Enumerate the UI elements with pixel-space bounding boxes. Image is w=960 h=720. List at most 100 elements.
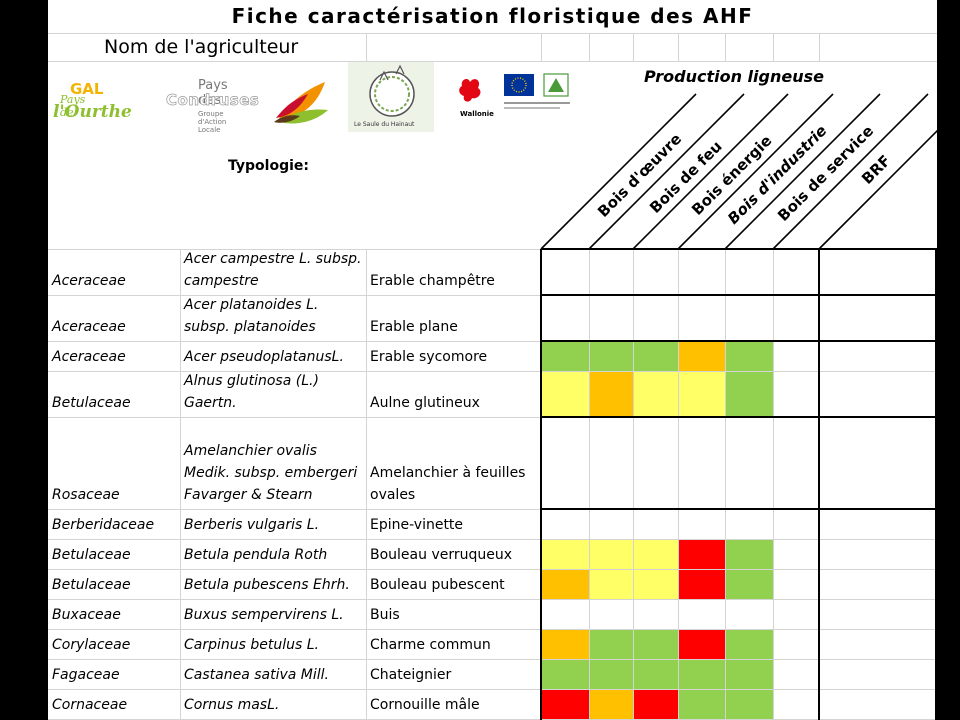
rating-cell-yellow[interactable] — [633, 569, 678, 599]
rating-cell-green[interactable] — [725, 629, 773, 659]
scientific-name-cell[interactable]: Betula pendula Roth — [180, 539, 366, 569]
family-name-cell[interactable]: Betulaceae — [48, 371, 180, 417]
rating-cell-green[interactable] — [541, 341, 589, 371]
rating-cell-yellow[interactable] — [589, 539, 633, 569]
scientific-name-cell[interactable]: Amelanchier ovalis Medik. subsp. emberge… — [180, 417, 366, 509]
rating-cell-green[interactable] — [725, 689, 773, 719]
family-name-cell[interactable]: Fagaceae — [48, 659, 180, 689]
common-name-cell[interactable]: Bouleau verruqueux — [366, 539, 541, 569]
rating-cell-yellow[interactable] — [541, 371, 589, 417]
rating-cell-yellow[interactable] — [633, 371, 678, 417]
common-name-cell[interactable]: Amelanchier à feuilles ovales — [366, 417, 541, 509]
saule-logo-text: Le Saule du Hainaut — [354, 121, 415, 128]
scientific-name-cell[interactable]: Acer campestre L. subsp. campestre — [180, 249, 366, 295]
rating-cell-green[interactable] — [725, 569, 773, 599]
rating-cell-green[interactable] — [725, 659, 773, 689]
common-name-cell[interactable]: Aulne glutineux — [366, 371, 541, 417]
rating-cell-green[interactable] — [725, 371, 773, 417]
rating-cell-green[interactable] — [633, 341, 678, 371]
rating-cell-green[interactable] — [725, 539, 773, 569]
rating-cell-red[interactable] — [678, 629, 725, 659]
family-name-cell[interactable]: Berberidaceae — [48, 509, 180, 539]
grid-line — [773, 249, 774, 720]
rating-cell-orange[interactable] — [678, 341, 725, 371]
rating-cell-red[interactable] — [541, 689, 589, 719]
rating-cell-orange[interactable] — [589, 689, 633, 719]
rating-cell-red[interactable] — [678, 539, 725, 569]
header-diagonal-line — [724, 93, 881, 250]
table-row: Aceraceae Acer platanoides L. subsp. plat… — [48, 295, 937, 341]
rating-cell-orange[interactable] — [541, 629, 589, 659]
scientific-name: Betula pendula Roth — [184, 547, 328, 563]
scientific-name-cell[interactable]: Castanea sativa Mill. — [180, 659, 366, 689]
family-name-cell[interactable]: Betulaceae — [48, 539, 180, 569]
common-name-cell[interactable]: Buis — [366, 599, 541, 629]
rating-cell-green[interactable] — [589, 629, 633, 659]
family-name-cell[interactable]: Aceraceae — [48, 341, 180, 371]
scientific-name-cell[interactable]: Carpinus betulus L. — [180, 629, 366, 659]
common-name-cell[interactable]: Charme commun — [366, 629, 541, 659]
grid-line — [589, 33, 590, 62]
common-name: Erable sycomore — [370, 349, 488, 365]
family-name-cell[interactable]: Aceraceae — [48, 295, 180, 341]
common-name-cell[interactable]: Erable sycomore — [366, 341, 541, 371]
family-name: Betulaceae — [52, 395, 131, 411]
common-name: Epine-vinette — [370, 517, 464, 533]
rating-cell-orange[interactable] — [589, 371, 633, 417]
scientific-name-cell[interactable]: Cornus masL. — [180, 689, 366, 719]
rating-cell-green[interactable] — [633, 659, 678, 689]
grid-line — [48, 689, 541, 690]
common-name-cell[interactable]: Epine-vinette — [366, 509, 541, 539]
common-name-cell[interactable]: Bouleau pubescent — [366, 569, 541, 599]
common-name-cell[interactable]: Cornouille mâle — [366, 689, 541, 719]
scientific-name-cell[interactable]: Buxus sempervirens L. — [180, 599, 366, 629]
grid-line — [678, 33, 679, 62]
rating-cell-yellow[interactable] — [589, 569, 633, 599]
family-name-cell[interactable]: Cornaceae — [48, 689, 180, 719]
wallonie-eu-logo: Wallonie — [459, 73, 570, 118]
rating-cell-orange[interactable] — [541, 569, 589, 599]
rating-cell-red[interactable] — [633, 689, 678, 719]
rating-cell-green[interactable] — [678, 659, 725, 689]
rating-cell-green[interactable] — [541, 659, 589, 689]
rating-cell-green[interactable] — [678, 689, 725, 719]
grid-line — [541, 508, 937, 510]
grid-line — [48, 371, 541, 372]
grid-line — [180, 249, 181, 720]
rating-cell-green[interactable] — [589, 341, 633, 371]
family-name: Aceraceae — [52, 319, 126, 335]
rating-cell-yellow[interactable] — [678, 371, 725, 417]
grid-line — [48, 659, 541, 660]
scientific-name-cell[interactable]: Alnus glutinosa (L.) Gaertn. — [180, 371, 366, 417]
family-name-cell[interactable]: Buxaceae — [48, 599, 180, 629]
common-name-cell[interactable]: Erable champêtre — [366, 249, 541, 295]
grid-line — [541, 294, 937, 296]
grid-line — [541, 539, 937, 540]
table-row: Aceraceae Acer campestre L. subsp. campes… — [48, 249, 937, 295]
rating-cell-green[interactable] — [589, 659, 633, 689]
family-name-cell[interactable]: Aceraceae — [48, 249, 180, 295]
scientific-name-cell[interactable]: Betula pubescens Ehrh. — [180, 569, 366, 599]
column-header-bois-energie: Bois énergie — [688, 131, 775, 218]
scientific-name-cell[interactable]: Berberis vulgaris L. — [180, 509, 366, 539]
pays-logo-line3: Groupe d'Action Locale — [198, 110, 227, 134]
eu-flag-icon — [504, 74, 534, 96]
scientific-name: Buxus sempervirens L. — [184, 607, 344, 623]
rating-cell-yellow[interactable] — [541, 539, 589, 569]
family-name-cell[interactable]: Rosaceae — [48, 417, 180, 509]
family-name: Betulaceae — [52, 577, 131, 593]
rating-cell-green[interactable] — [725, 341, 773, 371]
common-name-cell[interactable]: Chateignier — [366, 659, 541, 689]
grid-line — [541, 689, 937, 690]
family-name-cell[interactable]: Betulaceae — [48, 569, 180, 599]
scientific-name-cell[interactable]: Acer platanoides L. subsp. platanoides — [180, 295, 366, 341]
common-name-cell[interactable]: Erable plane — [366, 295, 541, 341]
production-ligneuse-label: Production ligneuse — [644, 67, 824, 86]
scientific-name-cell[interactable]: Acer pseudoplatanusL. — [180, 341, 366, 371]
grid-line — [773, 33, 774, 62]
family-name-cell[interactable]: Corylaceae — [48, 629, 180, 659]
rating-cell-green[interactable] — [633, 629, 678, 659]
farmer-name-label[interactable]: Nom de l'agriculteur — [104, 36, 299, 58]
rating-cell-red[interactable] — [678, 569, 725, 599]
rating-cell-yellow[interactable] — [633, 539, 678, 569]
